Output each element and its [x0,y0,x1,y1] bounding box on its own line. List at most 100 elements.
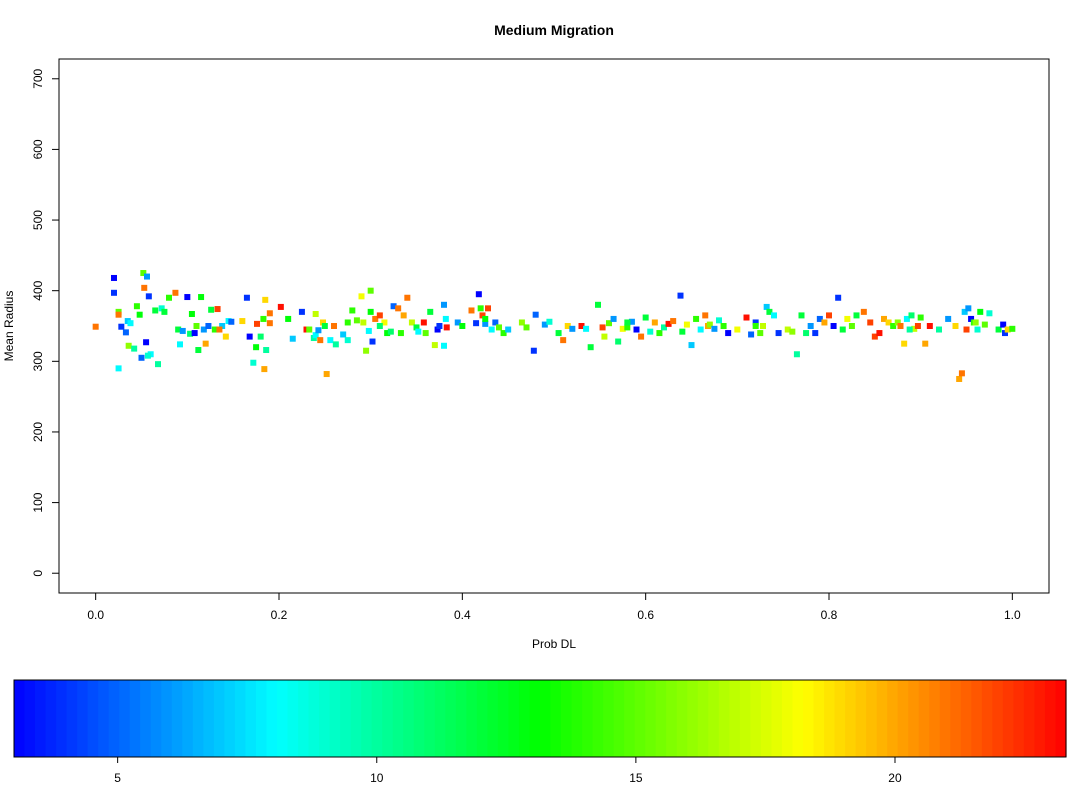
scatter-point [390,303,397,310]
colorbar-swatch [87,680,99,757]
scatter-point [323,371,330,378]
colorbar-swatch [508,680,520,757]
scatter-point [816,315,823,322]
scatter-point [500,330,507,337]
scatter-point [395,305,402,312]
scatter-point [798,312,805,319]
colorbar-swatch [645,680,657,757]
colorbar-swatch [434,680,446,757]
scatter-point [306,326,313,333]
scatter-point [702,312,709,319]
scatter-point [367,287,374,294]
scatter-point [496,324,502,331]
scatter-point [972,319,979,326]
scatter-point [885,319,892,326]
colorbar-swatch [634,680,646,757]
scatter-point [222,333,229,340]
scatter-point [492,319,499,326]
scatter-point [665,320,672,327]
colorbar-swatch [518,680,531,757]
scatter-point [995,326,1002,333]
scatter-point [661,324,667,331]
scatter-point [961,308,968,315]
scatter-point [115,365,122,372]
x-tick-label: 0.4 [454,608,471,622]
x-axis: 0.0 0.2 0.4 0.6 0.8 1.0 [87,592,1021,622]
colorbar-swatch [287,680,299,757]
colorbar-ticks: 5 10 15 20 [114,757,902,785]
scatter-point [784,326,791,333]
scatter-point [720,323,727,329]
colorbar-swatch [308,680,320,757]
scatter-point [188,310,195,317]
colorbar-swatch [119,680,131,757]
colorbar-swatch [455,680,467,757]
colorbar-swatch [129,680,141,757]
colorbar-swatch [277,680,289,757]
colorbar-swatch [624,680,636,757]
colorbar-swatch [77,680,89,757]
colorbar-swatch [908,680,920,757]
scatter-point [532,311,539,318]
scatter-point [606,320,612,327]
scatter-point [257,333,264,340]
scatter-point [353,317,360,324]
scatter-point [479,312,486,319]
scatter-point [638,333,645,340]
scatter-point [485,305,491,312]
colorbar-swatch [729,680,741,757]
colorbar-swatch [1044,680,1057,757]
colorbar-swatch [150,680,162,757]
colorbar-swatch [66,680,78,757]
scatter-point [936,326,942,333]
colorbar-swatch [392,680,404,757]
colorbar-swatch [445,680,457,757]
y-tick-label: 200 [31,422,45,442]
scatter-point [216,326,223,333]
scatter-point [981,321,988,328]
scatter-point [384,330,391,337]
scatter-point [422,330,429,337]
colorbar-swatch [897,680,909,757]
colorbar-swatch [319,680,331,757]
scatter-point [211,326,218,333]
scatter-point [677,292,684,299]
scatter-point [369,338,376,345]
scatter-point [441,301,447,308]
scatter-point [647,328,654,335]
scatter-point [656,330,663,337]
scatter-point [488,326,495,333]
x-tick-label: 1.0 [1004,608,1021,622]
colorbar-swatch [45,680,57,757]
scatter-point [92,323,99,330]
scatter-point [340,331,347,338]
scatter-point [743,314,750,321]
scatter-point [459,323,466,329]
scatter-point [793,351,800,358]
scatter-point [881,315,887,322]
colorbar-swatch [245,680,257,757]
scatter-point [298,308,305,315]
scatter-point [518,319,525,326]
scatter-point [331,323,337,329]
colorbar-swatch [887,680,899,757]
scatter-point [202,340,209,347]
scatter-point [145,293,152,300]
scatter-point [172,289,179,296]
scatter-point [716,317,722,324]
colorbar-swatch [760,680,773,757]
colorbar-swatch [992,680,1004,757]
colorbar-swatch [98,680,110,757]
scatter-point [876,330,883,337]
scatter-point [986,310,993,317]
colorbar-swatch [918,680,930,757]
scatter-point [420,319,427,326]
scatter-point [228,318,235,325]
scatter-point [415,328,422,335]
scatter-point [144,352,151,359]
scatter-point [133,303,140,310]
scatter-point [122,329,129,336]
chart-title: Medium Migration [494,22,614,38]
scatter-point [890,323,897,329]
colorbar-swatch [213,680,225,757]
